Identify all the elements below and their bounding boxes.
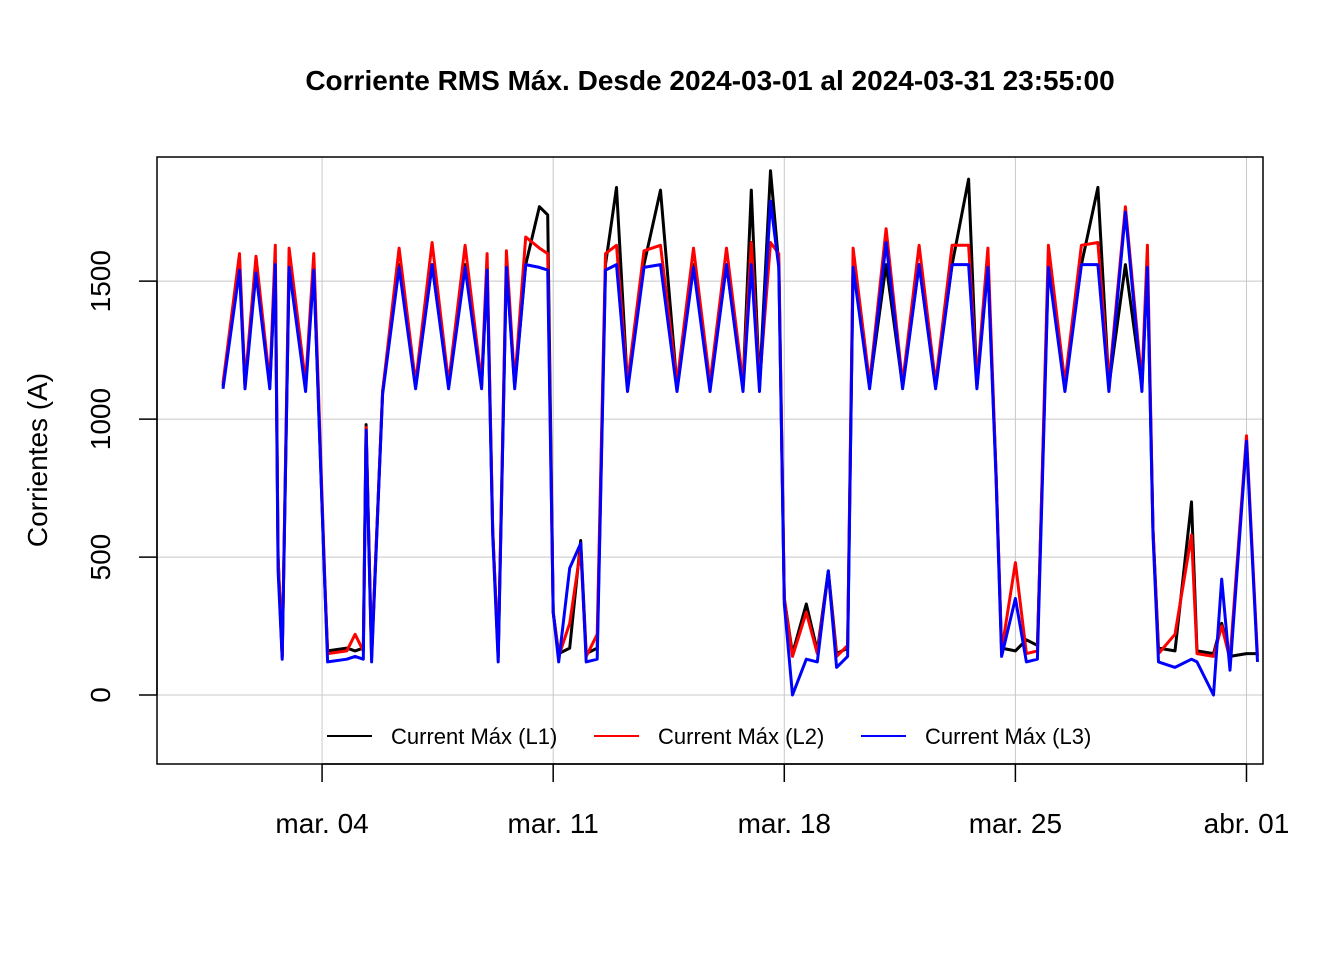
y-axis: 0 500 1000 1500 [85,250,158,703]
y-axis-label: Corrientes (A) [22,373,53,547]
y-tick-label-1: 500 [85,534,116,581]
x-tick-label-4: abr. 01 [1204,808,1290,839]
legend: Current Máx (L1) Current Máx (L2) Current … [327,724,1091,749]
x-tick-label-1: mar. 11 [508,808,599,839]
x-tick-label-0: mar. 04 [275,808,368,839]
chart-title: Corriente RMS Máx. Desde 2024-03-01 al 2… [305,65,1114,96]
legend-label-l2: Current Máx (L2) [658,724,824,749]
y-tick-label-2: 1000 [85,388,116,450]
series-lines [221,169,1259,697]
legend-label-l1: Current Máx (L1) [391,724,557,749]
x-tick-label-2: mar. 18 [738,808,831,839]
legend-label-l3: Current Máx (L3) [925,724,1091,749]
x-axis: mar. 04 mar. 11 mar. 18 mar. 25 abr. 01 [275,763,1290,839]
x-tick-label-3: mar. 25 [969,808,1062,839]
series-line-l3 [221,199,1259,697]
y-tick-label-3: 1500 [85,250,116,312]
series-line-l1 [221,169,1258,658]
y-tick-label-0: 0 [85,687,116,703]
